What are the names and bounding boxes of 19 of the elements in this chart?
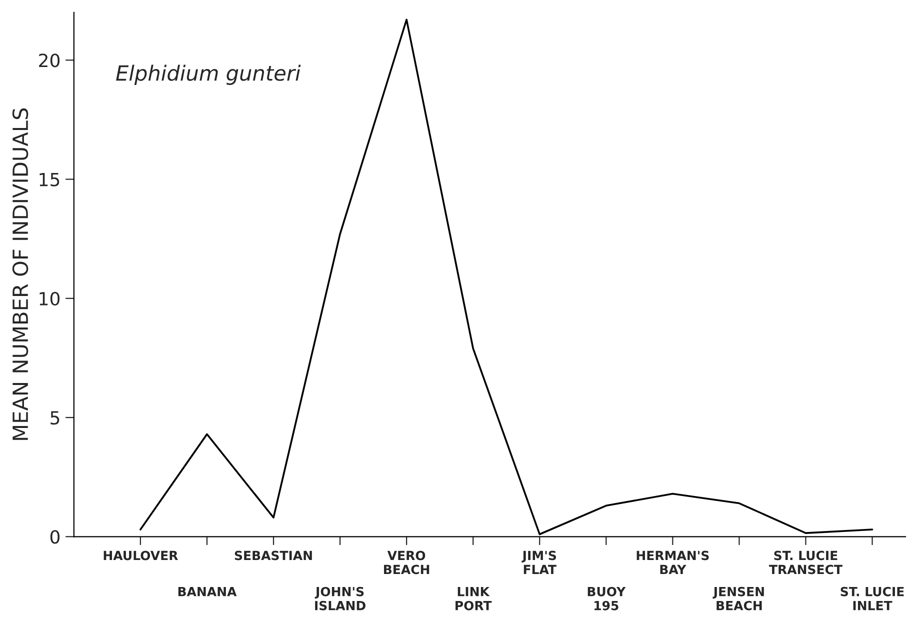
- x-tick-label: JENSEN BEACH: [712, 586, 764, 610]
- x-tick-label: ST. LUCIE TRANSECT: [769, 550, 842, 574]
- y-tick-label: 5: [50, 411, 60, 425]
- y-tick-label: 10: [40, 292, 60, 306]
- x-tick-label: HAULOVER: [104, 550, 178, 560]
- x-tick-label: BANANA: [178, 587, 237, 596]
- x-tick-label: JOHN'S ISLAND: [314, 586, 366, 610]
- x-tick-label: JIM'S FLAT: [522, 550, 556, 574]
- x-tick-label: ST. LUCIE INLET: [840, 586, 904, 610]
- y-axis-title: MEAN NUMBER OF INDIVIDUALS: [12, 108, 28, 440]
- x-tick-label: HERMAN'S BAY: [636, 550, 709, 574]
- x-tick-label: SEBASTIAN: [234, 550, 312, 560]
- x-tick-label: LINK PORT: [456, 587, 492, 610]
- x-tick-label: BUOY 195: [588, 586, 626, 610]
- x-tick-label: VERO BEACH: [384, 550, 430, 574]
- y-tick-label: 0: [50, 530, 60, 544]
- y-tick-label: 15: [40, 172, 60, 186]
- annotation: Elphidium gunteri: [116, 64, 301, 85]
- y-tick-label: 20: [39, 54, 60, 68]
